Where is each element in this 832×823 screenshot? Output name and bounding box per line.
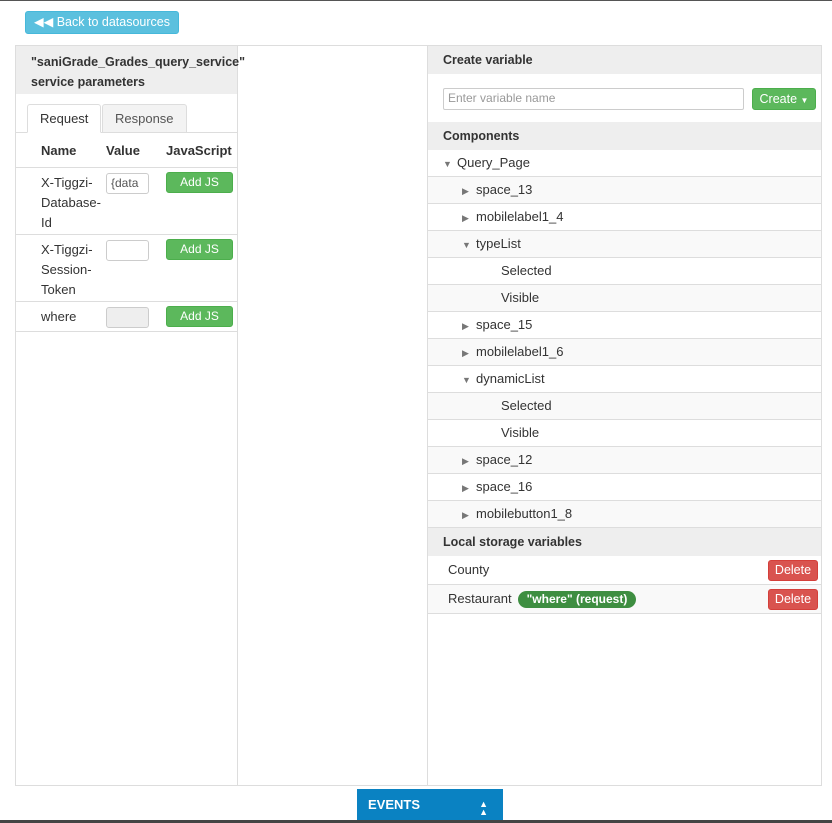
column-javascript: JavaScript: [166, 143, 232, 158]
tree-item[interactable]: ▶ space_15: [428, 312, 821, 339]
tab-request[interactable]: Request: [27, 104, 102, 133]
param-value-input[interactable]: {data: [106, 173, 149, 194]
tree-item[interactable]: ▼ typeList: [428, 231, 821, 258]
tree-item-label: Query_Page: [457, 155, 530, 170]
tree-item-label: Visible: [501, 425, 540, 440]
caret-right-icon[interactable]: ▶: [462, 321, 469, 331]
service-parameters-panel: "saniGrade_Grades_query_service" service …: [16, 46, 245, 785]
double-left-icon: ◀◀: [34, 15, 54, 29]
tree-item[interactable]: ▼ Query_Page: [428, 150, 821, 177]
tree-item-label: Selected: [501, 398, 552, 413]
create-button[interactable]: Create ▼: [752, 88, 816, 110]
variable-name: County: [448, 562, 490, 577]
caret-right-icon[interactable]: ▶: [462, 510, 469, 520]
tree-item-label: Selected: [501, 263, 552, 278]
caret-right-icon[interactable]: ▶: [462, 456, 469, 466]
caret-right-icon[interactable]: ▶: [462, 213, 469, 223]
params-table-header: Name Value JavaScript: [16, 133, 237, 168]
middle-panel: [238, 46, 428, 785]
tree-item-label: space_15: [476, 317, 533, 332]
tree-item[interactable]: ▶ space_12: [428, 447, 821, 474]
tree-item-label: Visible: [501, 290, 540, 305]
param-name: X-Tiggzi-Session-Token: [41, 242, 93, 297]
double-chevron-up-icon: ▲ ▲: [479, 799, 488, 817]
variable-name: Restaurant: [448, 591, 512, 606]
tree-item[interactable]: ▶ space_16: [428, 474, 821, 501]
param-name: X-Tiggzi-Database-Id: [41, 175, 101, 230]
components-header: Components: [428, 122, 821, 150]
param-row: X-Tiggzi-Database-Id {data Add JS: [16, 168, 237, 235]
caret-right-icon[interactable]: ▶: [462, 348, 469, 358]
tree-item-label: dynamicList: [476, 371, 545, 386]
caret-down-icon[interactable]: ▼: [462, 375, 471, 385]
tab-response[interactable]: Response: [102, 104, 187, 133]
events-button[interactable]: EVENTS ▲ ▲: [357, 789, 503, 820]
tree-item[interactable]: Selected: [428, 258, 821, 285]
tree-item[interactable]: Visible: [428, 285, 821, 312]
tree-item[interactable]: ▶ mobilelabel1_6: [428, 339, 821, 366]
tree-item-label: space_16: [476, 479, 533, 494]
column-name: Name: [41, 143, 77, 158]
local-storage-header: Local storage variables: [428, 528, 821, 556]
param-value-input[interactable]: [106, 240, 149, 261]
param-row: where Add JS: [16, 302, 237, 332]
tree-item[interactable]: ▶ space_13: [428, 177, 821, 204]
back-to-datasources-button[interactable]: ◀◀ Back to datasources: [25, 11, 179, 34]
tree-item-label: mobilelabel1_6: [476, 344, 564, 359]
caret-right-icon[interactable]: ▶: [462, 483, 469, 493]
tree-item[interactable]: Selected: [428, 393, 821, 420]
param-row: X-Tiggzi-Session-Token Add JS: [16, 235, 237, 302]
caret-down-icon: ▼: [800, 96, 809, 105]
tree-item-label: mobilelabel1_4: [476, 209, 564, 224]
column-value: Value: [106, 143, 140, 158]
tab-bar: Request Response: [16, 94, 237, 133]
tree-item-label: typeList: [476, 236, 521, 251]
add-js-button[interactable]: Add JS: [166, 239, 233, 260]
tree-item[interactable]: Visible: [428, 420, 821, 447]
mapping-panel: "saniGrade_Grades_query_service" service …: [15, 45, 822, 786]
variables-panel: Create variable Enter variable name Crea…: [428, 46, 821, 785]
local-storage-row: Restaurant "where" (request) Delete: [428, 585, 821, 614]
tree-item-label: mobilebutton1_8: [476, 506, 573, 521]
create-variable-header: Create variable: [428, 46, 821, 74]
add-js-button[interactable]: Add JS: [166, 306, 233, 327]
caret-right-icon[interactable]: ▶: [462, 186, 469, 196]
caret-down-icon[interactable]: ▼: [443, 159, 452, 169]
delete-button[interactable]: Delete: [768, 560, 818, 581]
add-js-button[interactable]: Add JS: [166, 172, 233, 193]
param-name: where: [41, 309, 77, 324]
caret-down-icon[interactable]: ▼: [462, 240, 471, 250]
mapping-badge: "where" (request): [517, 591, 637, 608]
tree-item-label: space_13: [476, 182, 533, 197]
tree-item-label: space_12: [476, 452, 533, 467]
param-value-input[interactable]: [106, 307, 149, 328]
delete-button[interactable]: Delete: [768, 589, 818, 610]
tree-item[interactable]: ▼ dynamicList: [428, 366, 821, 393]
variable-name-input[interactable]: Enter variable name: [443, 88, 744, 110]
tree-item[interactable]: ▶ mobilelabel1_4: [428, 204, 821, 231]
local-storage-row: County Delete: [428, 556, 821, 585]
tree-item[interactable]: ▶ mobilebutton1_8: [428, 501, 821, 528]
service-parameters-title: "saniGrade_Grades_query_service" service …: [16, 46, 245, 94]
